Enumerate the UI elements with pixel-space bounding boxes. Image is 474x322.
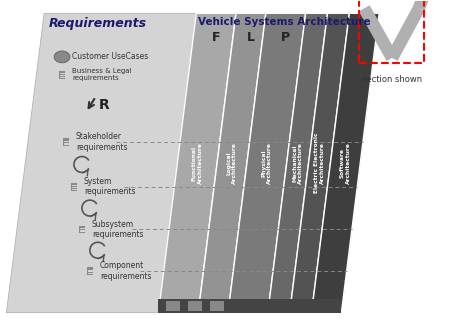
- Ellipse shape: [54, 51, 70, 63]
- Polygon shape: [6, 13, 200, 313]
- Text: System
requirements: System requirements: [84, 177, 136, 196]
- Bar: [210, 301, 224, 311]
- Text: Mechanical
Architecture: Mechanical Architecture: [292, 142, 303, 184]
- Text: Logical
Architecture: Logical Architecture: [227, 142, 237, 184]
- Text: Component
requirements: Component requirements: [100, 261, 151, 281]
- Text: Stakeholder
requirements: Stakeholder requirements: [76, 132, 128, 152]
- Text: R: R: [99, 99, 109, 112]
- Text: Business & Legal
requirements: Business & Legal requirements: [72, 68, 131, 81]
- Polygon shape: [311, 13, 379, 313]
- Text: Electric Electronic
Architecture: Electric Electronic Architecture: [314, 133, 325, 193]
- Text: Physical
Architecture: Physical Architecture: [262, 142, 272, 184]
- Text: section shown: section shown: [362, 75, 422, 84]
- Text: Customer UseCases: Customer UseCases: [72, 52, 148, 62]
- Polygon shape: [268, 13, 328, 313]
- Text: Software
Architecture: Software Architecture: [340, 142, 351, 184]
- Text: Requirements: Requirements: [49, 17, 147, 30]
- Bar: [188, 301, 202, 311]
- Polygon shape: [158, 299, 341, 313]
- FancyBboxPatch shape: [87, 267, 93, 275]
- Text: L: L: [247, 31, 255, 43]
- FancyBboxPatch shape: [63, 138, 69, 146]
- Bar: [359, 0, 424, 63]
- Polygon shape: [158, 13, 236, 313]
- Polygon shape: [198, 13, 266, 313]
- FancyBboxPatch shape: [59, 71, 65, 79]
- FancyBboxPatch shape: [71, 183, 77, 191]
- Text: Subsystem
requirements: Subsystem requirements: [92, 220, 143, 239]
- Polygon shape: [158, 13, 379, 313]
- Polygon shape: [290, 13, 349, 313]
- Text: P: P: [281, 31, 290, 43]
- FancyBboxPatch shape: [79, 226, 85, 233]
- Text: F: F: [212, 31, 220, 43]
- Bar: [166, 301, 180, 311]
- Text: Functional
Architecture: Functional Architecture: [192, 142, 202, 184]
- Polygon shape: [228, 13, 306, 313]
- Text: Vehicle Systems Architecture: Vehicle Systems Architecture: [198, 17, 371, 27]
